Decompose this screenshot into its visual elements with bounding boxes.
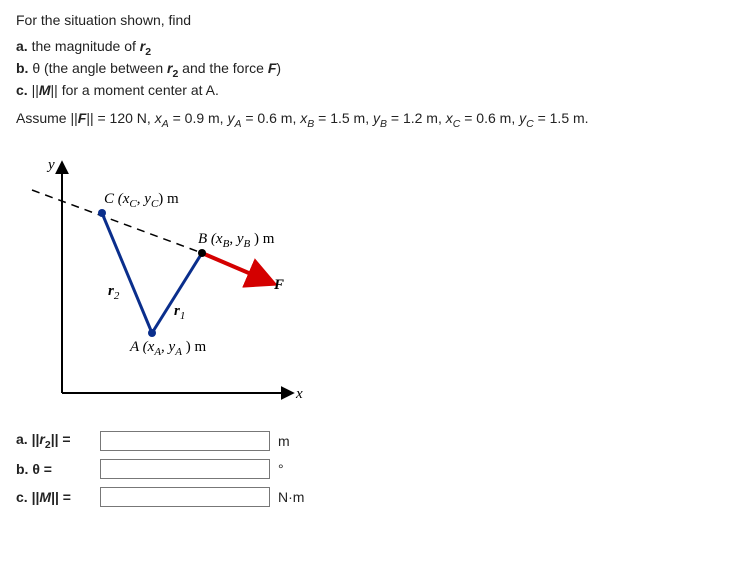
xA-l: x: [155, 110, 162, 126]
part-c-text1: ||: [28, 82, 39, 98]
part-a-prefix: a.: [16, 38, 28, 54]
svg-text:B (xB, yB ) m: B (xB, yB ) m: [198, 231, 275, 250]
part-c-text2: || for a moment center at A.: [51, 82, 219, 98]
answer-c-input[interactable]: [100, 487, 270, 507]
part-b-text2: and the force: [178, 60, 268, 76]
yB-v: = 1.2 m,: [387, 110, 446, 126]
answer-a-input[interactable]: [100, 431, 270, 451]
yA-v: = 0.6 m,: [241, 110, 300, 126]
assume-line: Assume ||F|| = 120 N, xA = 0.9 m, yA = 0…: [16, 110, 736, 130]
part-b-text1: θ (the angle between: [28, 60, 167, 76]
part-a: a. the magnitude of r2: [16, 38, 736, 58]
ans-c-pre: c. ||: [16, 489, 39, 505]
part-a-sub: 2: [145, 46, 151, 58]
figure: y x r1 r2 F C (xC, yC) m B (xB, yB ) m A (xA, y…: [22, 143, 736, 413]
svg-text:F: F: [273, 277, 284, 293]
part-c-prefix: c.: [16, 82, 28, 98]
yC-v: = 1.5 m.: [534, 110, 589, 126]
answer-inputs: a. ||r2|| = m b. θ = ° c. ||M|| = N·m: [16, 431, 736, 507]
ans-c-post: || =: [51, 489, 71, 505]
answer-a-label: a. ||r2|| =: [16, 431, 100, 451]
answer-b-input[interactable]: [100, 459, 270, 479]
part-c-sym: M: [39, 82, 51, 98]
svg-text:x: x: [295, 386, 303, 402]
svg-text:y: y: [46, 157, 55, 173]
ans-a-pre: a. ||: [16, 431, 39, 447]
svg-text:A (xA, yA ) m: A (xA, yA ) m: [129, 339, 206, 358]
question-parts: a. the magnitude of r2 b. θ (the angle b…: [16, 38, 736, 98]
assume-lead: Assume ||: [16, 110, 78, 126]
xA-v: = 0.9 m,: [169, 110, 228, 126]
yB-l: y: [373, 110, 380, 126]
xC-v: = 0.6 m,: [460, 110, 519, 126]
answer-a-unit: m: [278, 433, 308, 449]
part-b: b. θ (the angle between r2 and the force…: [16, 60, 736, 80]
answer-c-label: c. ||M|| =: [16, 489, 100, 505]
ans-a-post: || =: [51, 431, 71, 447]
answer-row-c: c. ||M|| = N·m: [16, 487, 736, 507]
svg-text:C (xC, yC) m: C (xC, yC) m: [104, 191, 179, 210]
part-a-text1: the magnitude of: [28, 38, 140, 54]
yC-s: C: [526, 117, 534, 129]
vector-diagram: y x r1 r2 F C (xC, yC) m B (xB, yB ) m A (xA, y…: [22, 143, 342, 413]
xB-v: = 1.5 m,: [314, 110, 373, 126]
part-b-text3: ): [276, 60, 281, 76]
answer-b-unit: °: [278, 461, 308, 477]
ans-c-sym: M: [39, 489, 51, 505]
xA-s: A: [162, 117, 169, 129]
answer-b-label: b. θ =: [16, 461, 100, 477]
svg-text:r1: r1: [174, 303, 185, 322]
xC-l: x: [446, 110, 453, 126]
assume-after-F: || = 120 N,: [86, 110, 154, 126]
part-b-prefix: b.: [16, 60, 28, 76]
svg-text:r2: r2: [108, 283, 120, 302]
yB-s: B: [380, 117, 387, 129]
part-c: c. ||M|| for a moment center at A.: [16, 82, 736, 98]
answer-row-b: b. θ = °: [16, 459, 736, 479]
answer-c-unit: N·m: [278, 489, 308, 505]
prompt-line: For the situation shown, find: [16, 12, 736, 28]
answer-row-a: a. ||r2|| = m: [16, 431, 736, 451]
